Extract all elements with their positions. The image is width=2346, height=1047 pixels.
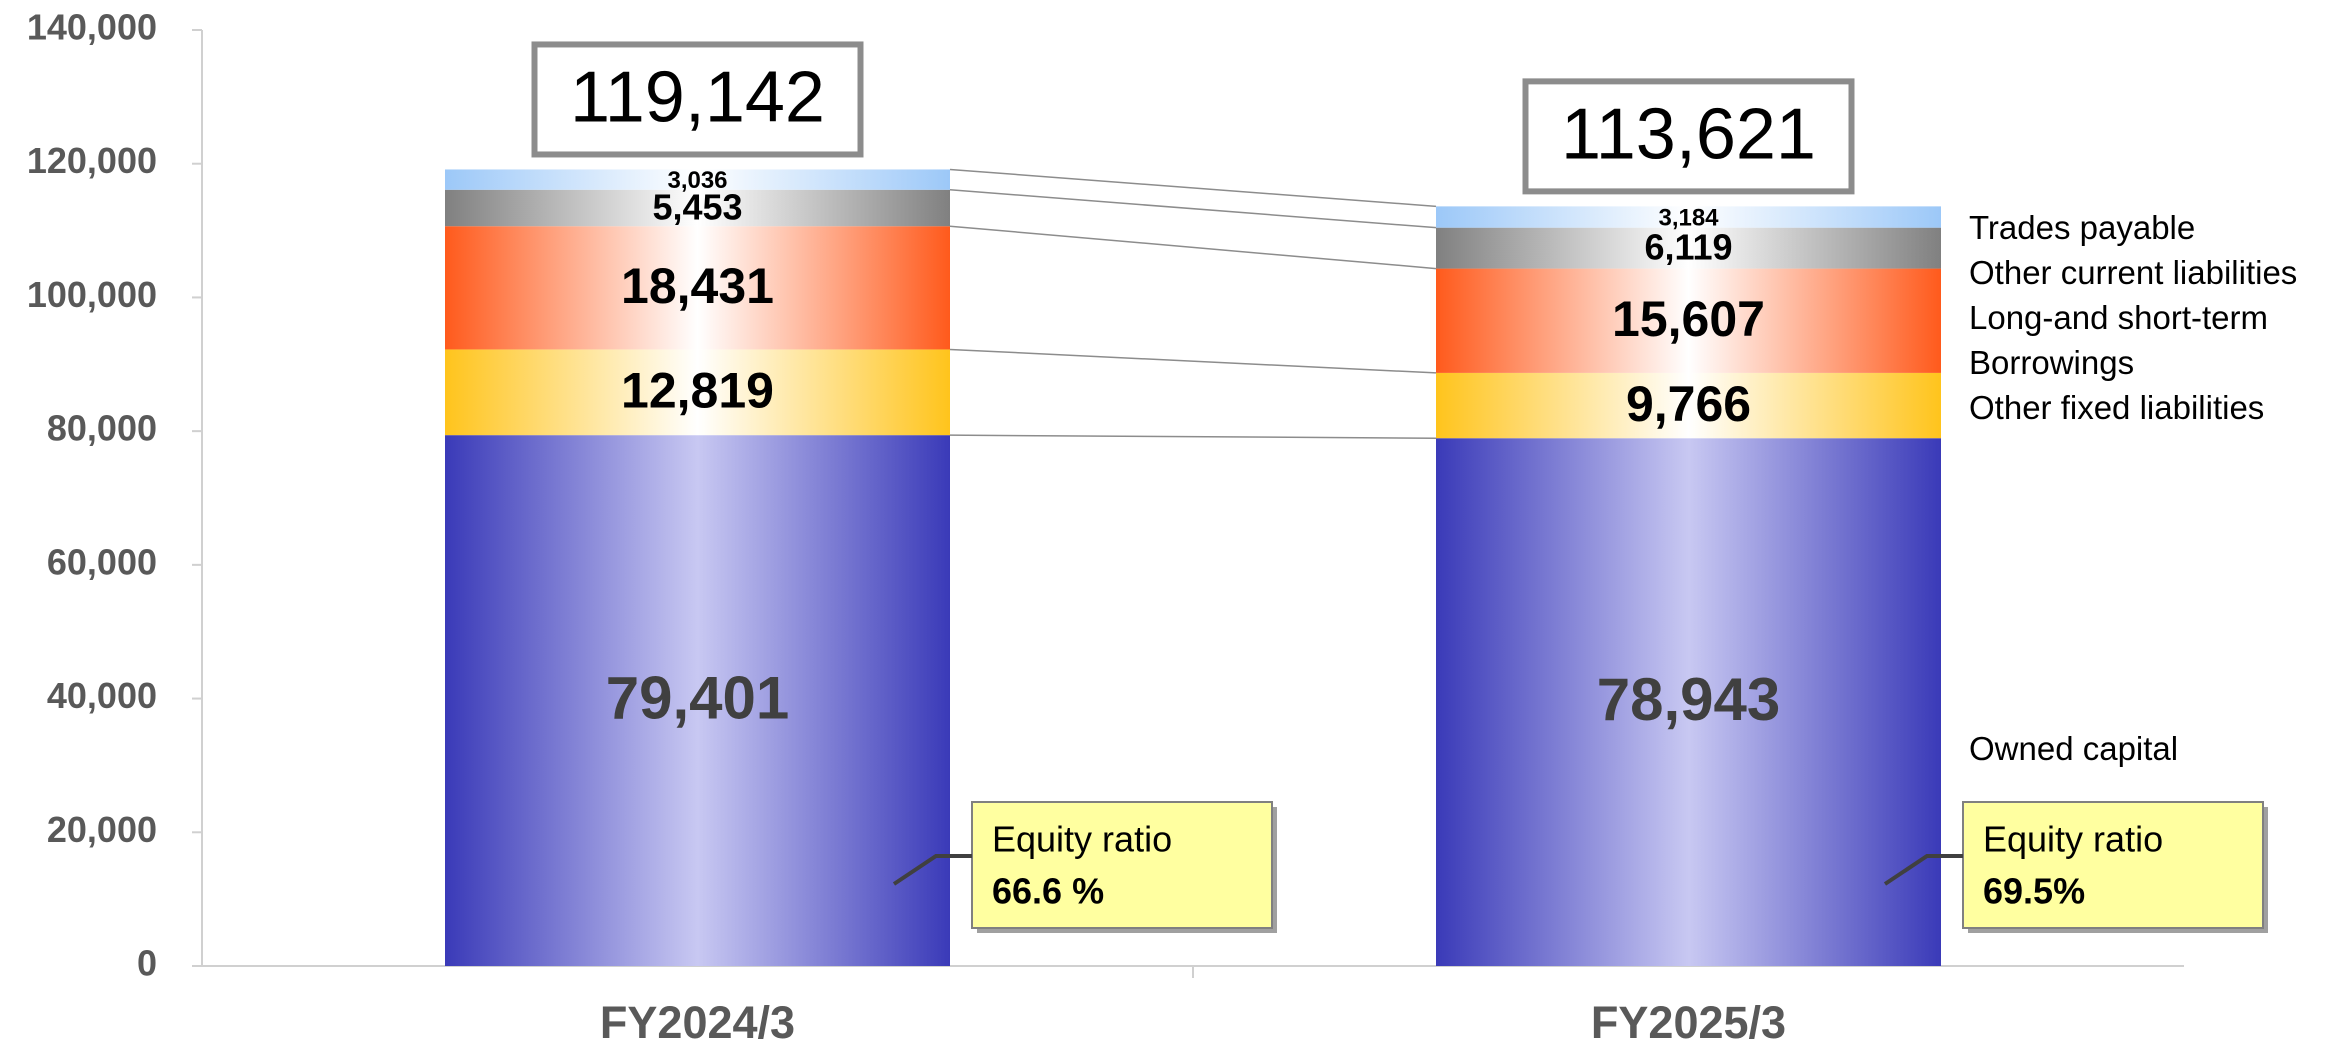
y-tick-label: 80,000 [47,408,157,449]
y-tick-label: 120,000 [27,140,157,181]
connector [949,434,1437,439]
callout-title: Equity ratio [1983,819,2163,860]
y-tick-label: 60,000 [47,541,157,582]
data-label: 18,431 [621,258,774,314]
data-label: 79,401 [606,664,790,731]
data-label: 5,453 [652,187,742,228]
data-label: 3,036 [667,167,727,194]
y-tick-label: 100,000 [27,274,157,315]
data-label: 9,766 [1626,376,1751,432]
callout-box [1962,801,2264,929]
callout-value: 69.5% [1983,871,2085,912]
bar-segment [1436,268,1941,373]
total-box [531,41,864,158]
y-tick-label: 40,000 [47,675,157,716]
callout-pointer [1883,854,1963,886]
legend-entry: Other current liabilities [1969,254,2298,291]
bar-segment [445,435,950,967]
bar-segment [445,189,950,227]
connector [949,225,1437,270]
data-label: 12,819 [621,362,774,418]
total-label: 113,621 [1561,94,1816,174]
data-label: 3,184 [1658,204,1719,231]
bar-segment [1436,227,1941,269]
x-tick-label: FY2024/3 [600,997,795,1047]
callout-value: 66.6 % [992,871,1104,912]
legend-entry: Owned capital [1969,730,2179,767]
callout-pointer [892,854,972,886]
callout-title: Equity ratio [992,819,1172,860]
y-tick-label: 0 [137,943,157,984]
bar-segment [1436,206,1941,228]
x-tick-label: FY2025/3 [1591,997,1786,1047]
callout-box [971,801,1273,929]
legend-entry: Other fixed liabilities [1969,389,2265,426]
legend-entry: Trades payable [1969,209,2196,246]
bar-segment [445,169,950,190]
y-tick-label: 20,000 [47,809,157,850]
total-box [1522,78,1855,195]
legend-entry: Long-and short-term Borrowings [1969,299,2268,381]
y-tick-label: 140,000 [27,7,157,48]
connector [949,168,1437,208]
total-label: 119,142 [570,57,825,137]
connector [949,348,1437,374]
bar-segment [1436,372,1941,439]
bar-segment [445,349,950,436]
data-label: 78,943 [1597,666,1781,733]
data-label: 15,607 [1612,291,1765,347]
connector [949,189,1437,229]
data-label: 6,119 [1644,227,1732,268]
bar-segment [1436,438,1941,966]
bar-segment [445,226,950,350]
